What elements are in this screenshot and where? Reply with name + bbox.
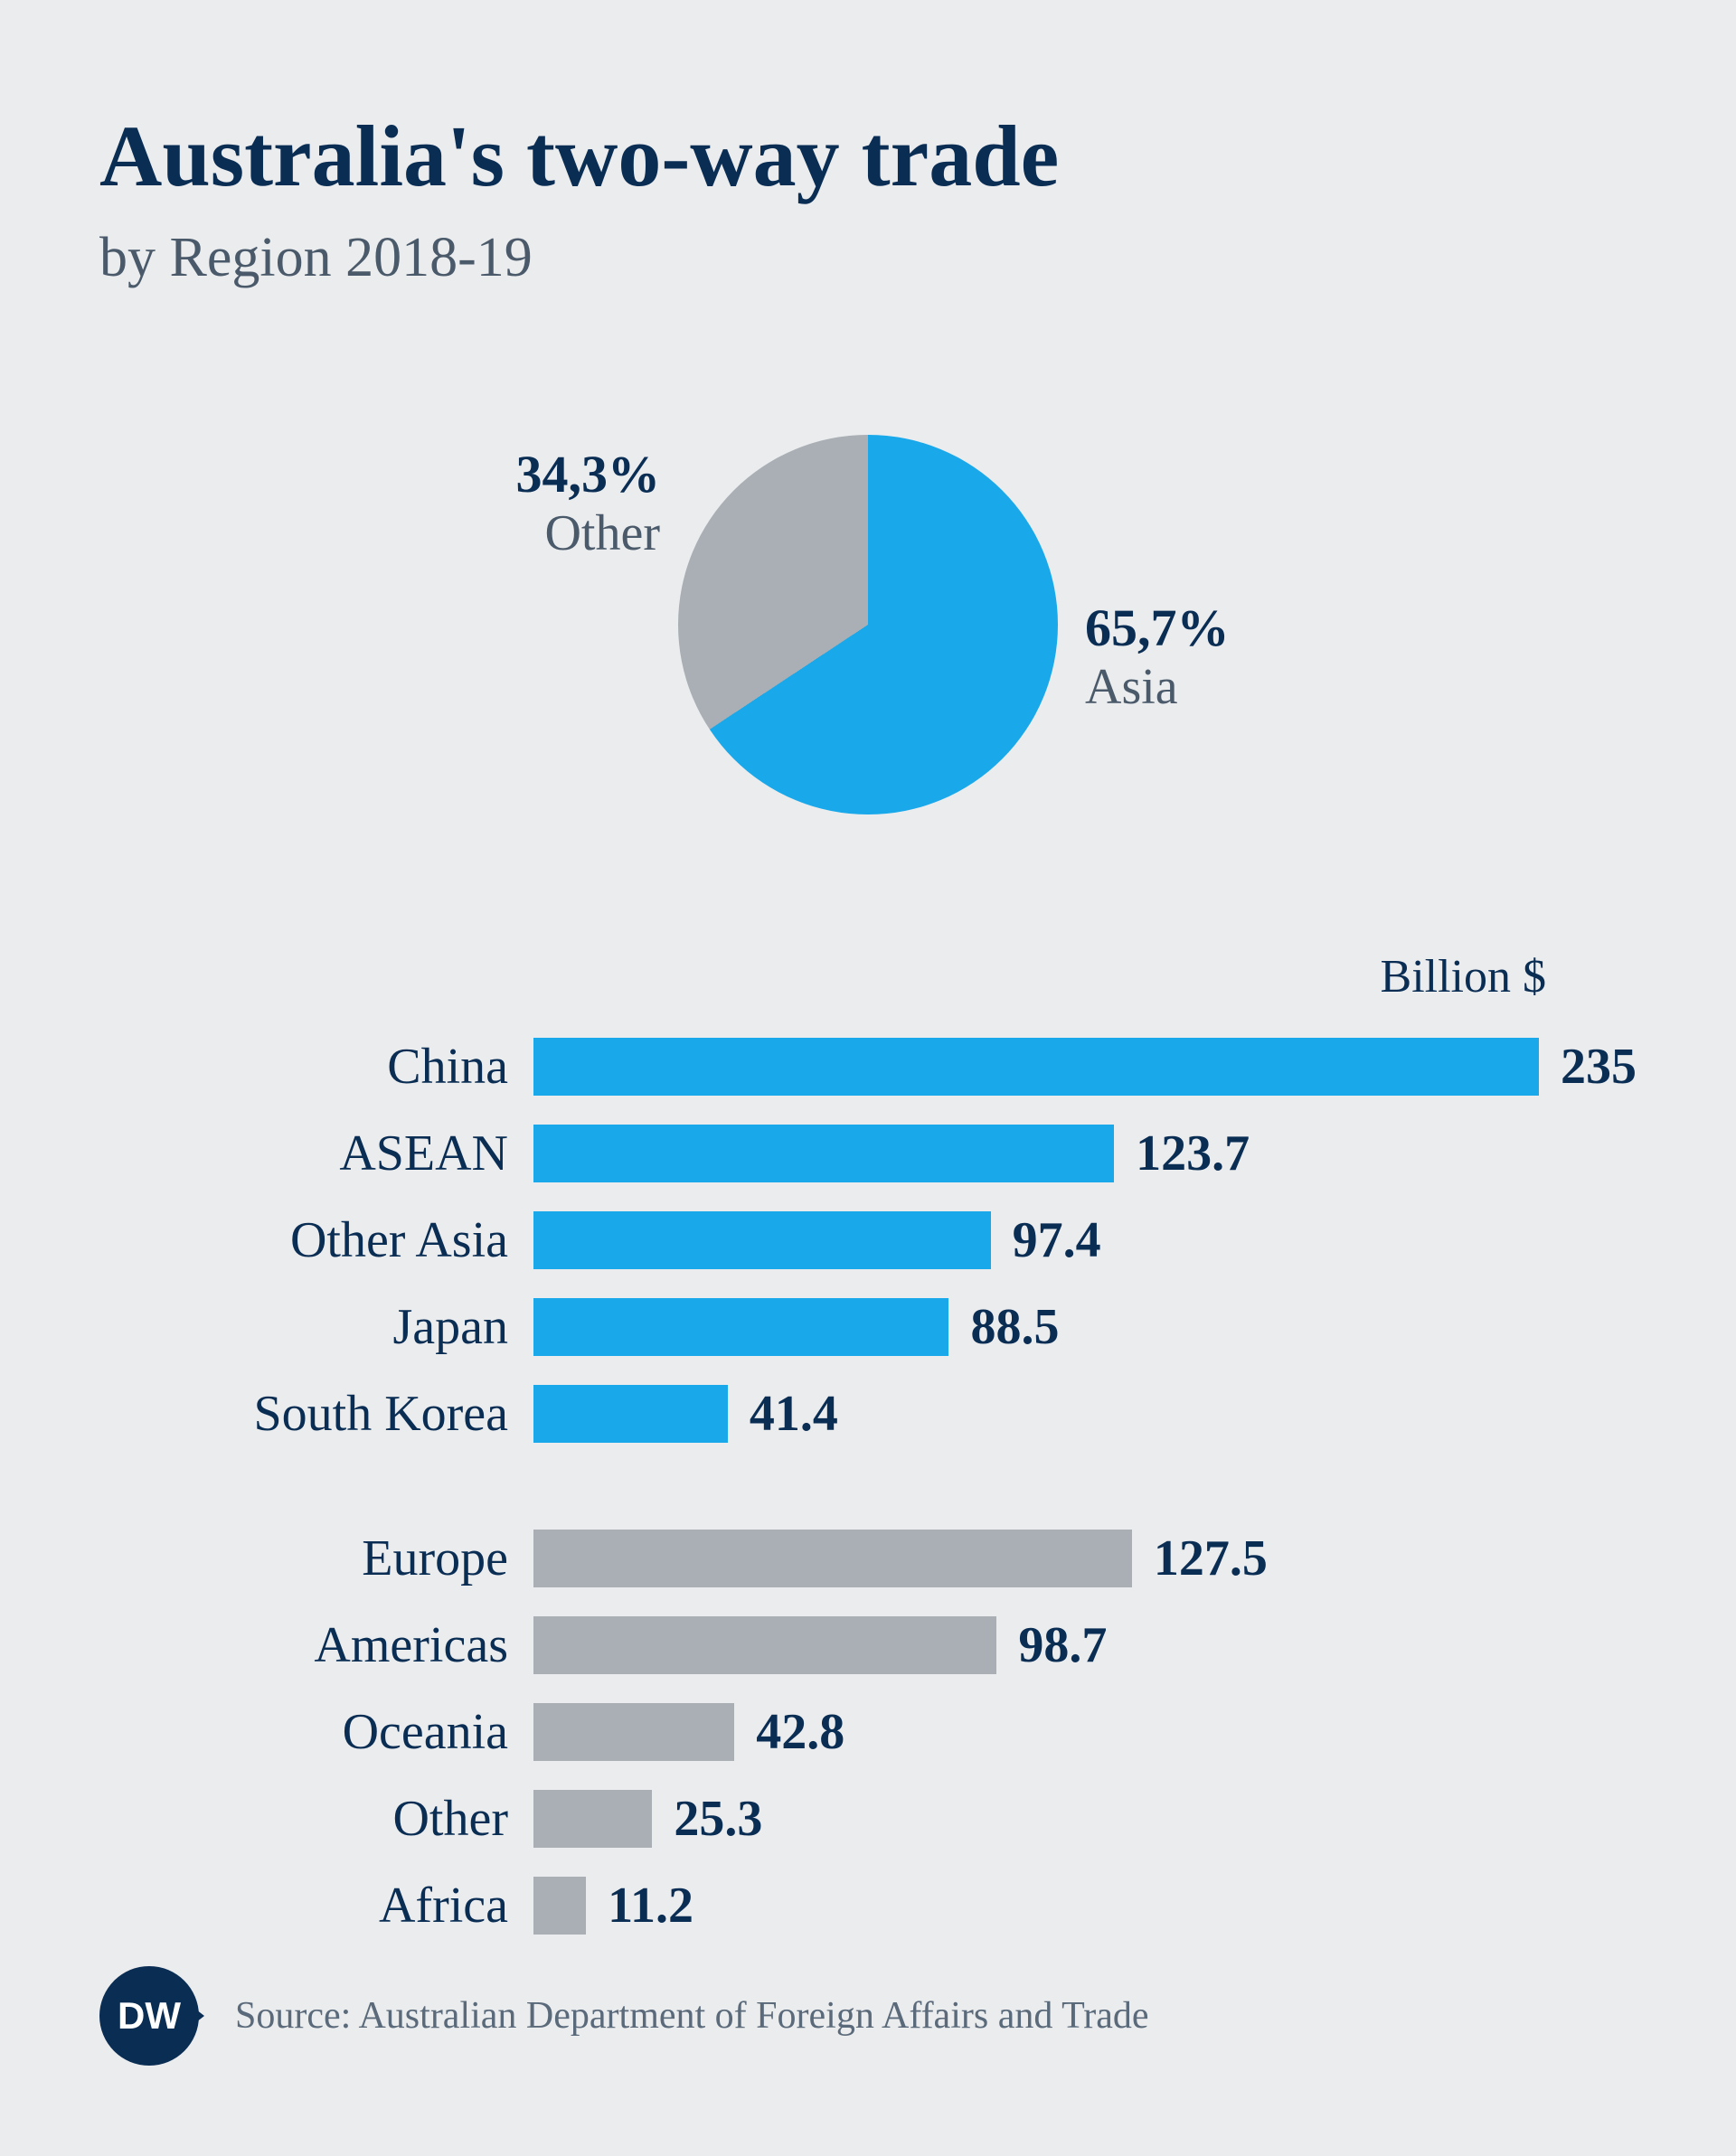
bar-rect — [533, 1211, 991, 1269]
bar-row: Americas 98.7 — [99, 1609, 1637, 1681]
bar-unit-label: Billion $ — [99, 950, 1637, 1003]
bar-track: 88.5 — [533, 1298, 1637, 1356]
bar-rect — [533, 1616, 996, 1674]
bar-track: 97.4 — [533, 1211, 1637, 1269]
bar-value: 25.3 — [674, 1790, 762, 1848]
bar-rect — [533, 1703, 734, 1761]
bar-track: 235 — [533, 1038, 1637, 1096]
bar-group-asia: China 235 ASEAN 123.7 Other Asia 97.4 Japan 88.… — [99, 1031, 1637, 1450]
bar-row-label: Japan — [99, 1298, 533, 1356]
bar-rect — [533, 1385, 728, 1443]
bar-value: 127.5 — [1154, 1530, 1268, 1587]
pie-asia-label: Asia — [1085, 658, 1230, 716]
bar-value: 42.8 — [756, 1703, 844, 1761]
bar-value: 235 — [1561, 1038, 1637, 1096]
pie-graphic — [678, 435, 1058, 814]
bar-value: 11.2 — [608, 1877, 693, 1935]
bar-row-label: Oceania — [99, 1703, 533, 1761]
bar-rect — [533, 1530, 1132, 1587]
bar-row-label: South Korea — [99, 1385, 533, 1443]
bar-value: 41.4 — [750, 1385, 838, 1443]
bar-row-label: Americas — [99, 1616, 533, 1674]
chart-footer: DW Source: Australian Department of Fore… — [99, 1966, 1149, 2066]
bar-row-label: Other Asia — [99, 1211, 533, 1269]
pie-chart: 34,3% Other 65,7% Asia — [99, 435, 1637, 814]
bar-track: 42.8 — [533, 1703, 1637, 1761]
bar-row-label: ASEAN — [99, 1125, 533, 1182]
bar-row: Africa 11.2 — [99, 1869, 1637, 1942]
bar-rect — [533, 1877, 586, 1935]
bar-track: 98.7 — [533, 1616, 1637, 1674]
bar-row-label: Europe — [99, 1530, 533, 1587]
bar-row-label: China — [99, 1038, 533, 1096]
bar-row: Oceania 42.8 — [99, 1696, 1637, 1768]
bar-chart: Billion $ China 235 ASEAN 123.7 Other Asia 97… — [99, 950, 1637, 1942]
pie-other-pct: 34,3% — [516, 444, 661, 504]
bar-row: Other 25.3 — [99, 1783, 1637, 1855]
bar-row-label: Africa — [99, 1877, 533, 1935]
bar-track: 41.4 — [533, 1385, 1637, 1443]
pie-other-label: Other — [516, 504, 661, 562]
infographic-canvas: Australia's two-way trade by Region 2018… — [0, 0, 1736, 2156]
pie-asia-pct: 65,7% — [1085, 598, 1230, 658]
bar-row: South Korea 41.4 — [99, 1378, 1637, 1450]
dw-logo-icon: DW — [99, 1966, 199, 2066]
bar-track: 123.7 — [533, 1125, 1637, 1182]
bar-rect — [533, 1125, 1114, 1182]
bar-value: 98.7 — [1018, 1616, 1107, 1674]
bar-groups: China 235 ASEAN 123.7 Other Asia 97.4 Japan 88.… — [99, 1031, 1637, 1942]
bar-row: Japan 88.5 — [99, 1291, 1637, 1363]
bar-rect — [533, 1790, 652, 1848]
chart-subtitle: by Region 2018-19 — [99, 226, 1637, 290]
pie-label-other: 34,3% Other — [516, 444, 661, 562]
bar-row: Other Asia 97.4 — [99, 1204, 1637, 1276]
bar-rect — [533, 1038, 1539, 1096]
bar-value: 88.5 — [970, 1298, 1059, 1356]
bar-rect — [533, 1298, 948, 1356]
dw-logo-text: DW — [118, 1994, 181, 2038]
bar-row: China 235 — [99, 1031, 1637, 1103]
bar-row: Europe 127.5 — [99, 1522, 1637, 1595]
bar-group-other: Europe 127.5 Americas 98.7 Oceania 42.8 Other 2… — [99, 1522, 1637, 1942]
bar-track: 11.2 — [533, 1877, 1637, 1935]
bar-track: 127.5 — [533, 1530, 1637, 1587]
chart-title: Australia's two-way trade — [99, 108, 1637, 204]
chart-source: Source: Australian Department of Foreign… — [235, 1994, 1149, 2038]
bar-value: 123.7 — [1136, 1125, 1250, 1182]
bar-row: ASEAN 123.7 — [99, 1117, 1637, 1190]
pie-label-asia: 65,7% Asia — [1085, 598, 1230, 716]
bar-row-label: Other — [99, 1790, 533, 1848]
bar-value: 97.4 — [1013, 1211, 1101, 1269]
bar-track: 25.3 — [533, 1790, 1637, 1848]
